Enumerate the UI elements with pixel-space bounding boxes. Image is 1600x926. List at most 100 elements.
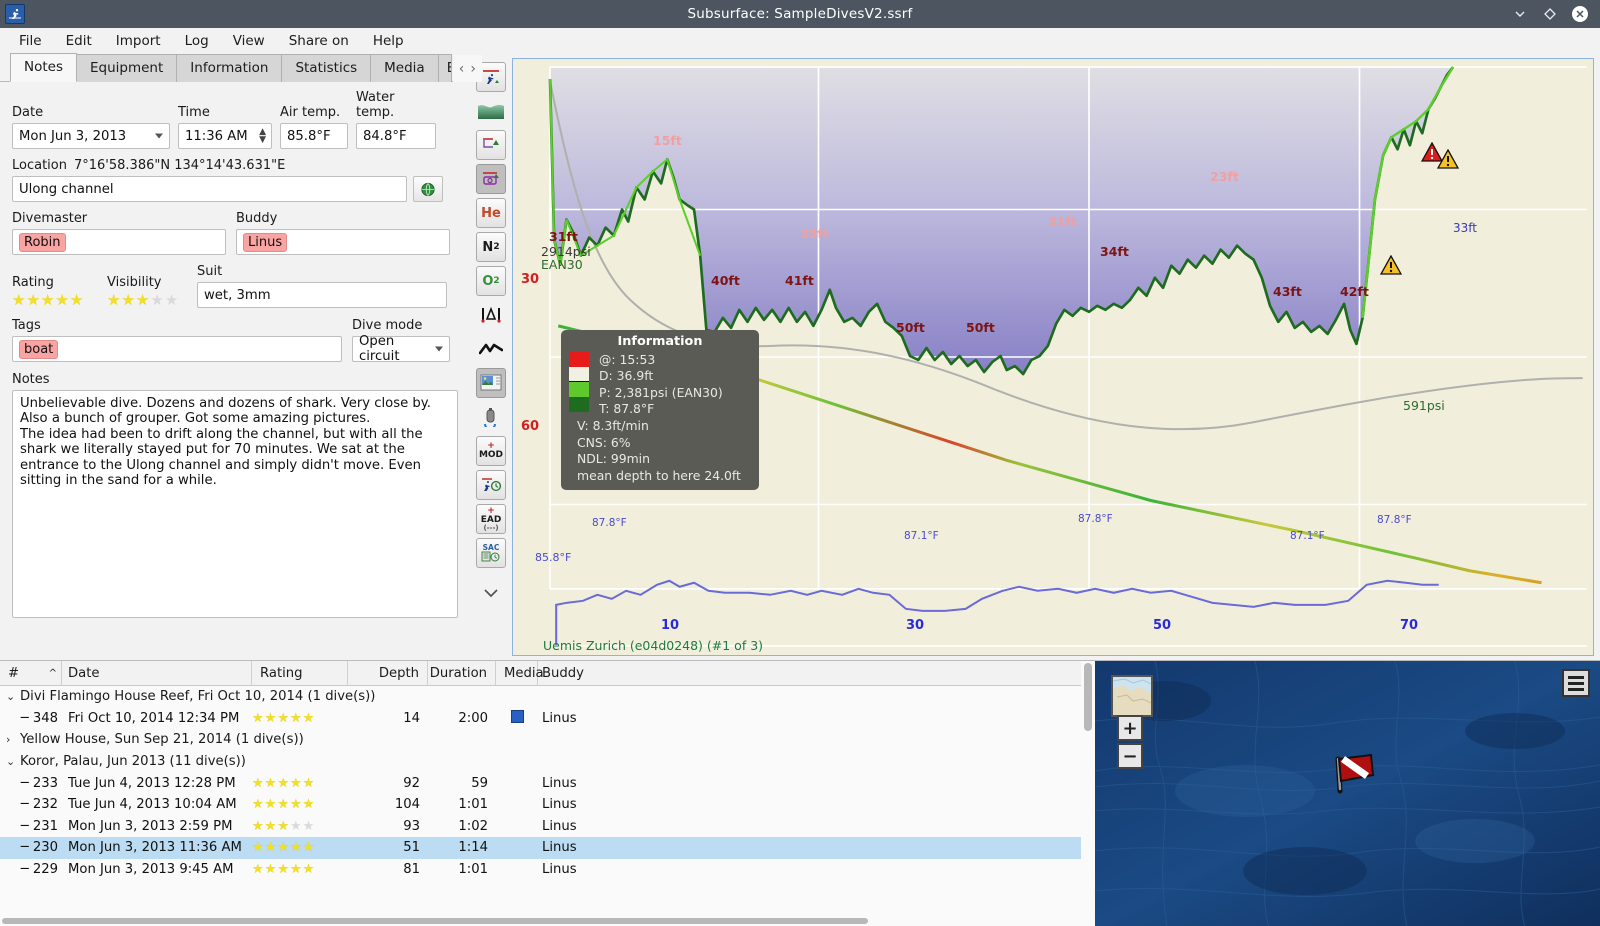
menu-log[interactable]: Log <box>184 32 209 49</box>
show-tankbar-icon[interactable] <box>476 402 506 432</box>
dive-list-row[interactable]: ─ 232 Tue Jun 4, 2013 10:04 AM ★★★★★ 104 1:0… <box>0 794 1095 816</box>
suit-input[interactable]: wet, 3mm <box>197 282 447 308</box>
mod-icon[interactable]: + MOD <box>476 436 506 466</box>
tab-extra[interactable]: E <box>437 54 452 82</box>
star-2[interactable]: ★ <box>264 797 278 813</box>
star-2[interactable]: ★ <box>264 840 278 856</box>
map-zoom-out-button[interactable]: − <box>1117 743 1143 769</box>
rating-stars[interactable]: ★★★★★ <box>12 293 107 308</box>
star-3[interactable]: ★ <box>277 710 290 726</box>
star-2[interactable]: ★ <box>264 862 278 878</box>
tags-input[interactable]: boat <box>12 336 342 362</box>
col-header-media[interactable]: Media <box>496 661 544 685</box>
time-field[interactable]: 11:36 AM ▲ ▼ <box>178 123 272 149</box>
star-5[interactable]: ★ <box>302 862 316 878</box>
col-header-buddy[interactable]: Buddy <box>542 665 584 681</box>
star-3[interactable]: ★ <box>135 291 151 309</box>
col-header-number[interactable]: # ^ <box>0 661 62 685</box>
star-4[interactable]: ★ <box>289 840 303 856</box>
star-5[interactable]: ★ <box>302 775 316 791</box>
star-1[interactable]: ★ <box>252 862 265 878</box>
show-photos-icon[interactable] <box>476 368 506 398</box>
star-3[interactable]: ★ <box>277 818 290 834</box>
star-4[interactable]: ★ <box>289 862 303 878</box>
star-3[interactable]: ★ <box>277 775 290 791</box>
star-4[interactable]: ★ <box>289 797 303 813</box>
twisty-expanded-icon[interactable]: ⌄ <box>6 690 16 704</box>
dive-mode-select[interactable]: Open circuit <box>352 334 450 364</box>
dive-trip-group[interactable]: ⌄ Koror, Palau, Jun 2013 (11 dive(s)) <box>0 751 1095 773</box>
star-5[interactable]: ★ <box>302 710 316 726</box>
star-3[interactable]: ★ <box>277 862 290 878</box>
star-2[interactable]: ★ <box>264 818 278 834</box>
date-field[interactable]: Mon Jun 3, 2013 <box>12 123 170 149</box>
star-1[interactable]: ★ <box>107 291 122 309</box>
menu-import[interactable]: Import <box>115 32 161 49</box>
map-overview-icon[interactable] <box>1111 675 1153 717</box>
hscrollbar-thumb[interactable] <box>2 918 868 924</box>
dive-list-hscrollbar[interactable] <box>0 916 1081 926</box>
star-4[interactable]: ★ <box>289 775 303 791</box>
helium-partial-pressure-icon[interactable]: He <box>476 198 506 228</box>
star-1[interactable]: ★ <box>252 818 265 834</box>
star-1[interactable]: ★ <box>252 840 265 856</box>
star-5[interactable]: ★ <box>302 840 316 856</box>
vscrollbar-thumb[interactable] <box>1084 663 1092 731</box>
show-dc-reported-ceiling-icon[interactable] <box>476 130 506 160</box>
dive-list-row[interactable]: ─ 229 Mon Jun 3, 2013 9:45 AM ★★★★★ 81 1:01 L… <box>0 859 1095 881</box>
star-1[interactable]: ★ <box>252 710 265 726</box>
star-2[interactable]: ★ <box>26 291 41 309</box>
star-1[interactable]: ★ <box>252 775 265 791</box>
maximize-diamond-icon[interactable] <box>1542 6 1558 22</box>
star-1[interactable]: ★ <box>12 291 27 309</box>
divemaster-input[interactable]: Robin <box>12 229 226 255</box>
water-temp-field[interactable]: 84.8°F <box>356 123 436 149</box>
star-4[interactable]: ★ <box>55 291 70 309</box>
dive-list-row[interactable]: ─ 231 Mon Jun 3, 2013 2:59 PM ★★★★★ 93 1:02 L… <box>0 816 1095 838</box>
map-zoom-in-button[interactable]: + <box>1117 715 1143 741</box>
star-3[interactable]: ★ <box>40 291 56 309</box>
tab-media[interactable]: Media <box>370 54 439 82</box>
star-5[interactable]: ★ <box>69 291 85 309</box>
col-header-duration[interactable]: Duration <box>428 661 496 685</box>
minimize-chevron-down-icon[interactable] <box>1512 6 1528 22</box>
star-1[interactable]: ★ <box>252 797 265 813</box>
spinner-icon[interactable]: ▲ ▼ <box>259 127 266 145</box>
star-3[interactable]: ★ <box>277 840 290 856</box>
tab-prev-chevron-left-icon[interactable]: ‹ <box>458 60 465 77</box>
dive-list-row[interactable]: ─ 233 Tue Jun 4, 2013 12:28 PM ★★★★★ 92 59 Li… <box>0 772 1095 794</box>
air-temp-field[interactable]: 85.8°F <box>280 123 348 149</box>
dive-list-row[interactable]: ─ 230 Mon Jun 3, 2013 11:36 AM ★★★★★ 51 1:14… <box>0 837 1095 859</box>
star-3[interactable]: ★ <box>277 797 290 813</box>
visibility-stars[interactable]: ★★★★★ <box>107 293 197 308</box>
heart-rate-icon[interactable] <box>476 334 506 364</box>
globe-icon-button[interactable] <box>413 176 443 202</box>
menu-help[interactable]: Help <box>372 32 404 49</box>
more-options-chevron-down-icon[interactable] <box>476 578 506 608</box>
tab-notes[interactable]: Notes <box>10 53 77 82</box>
notes-textarea[interactable]: Unbelievable dive. Dozens and dozens of … <box>12 390 458 618</box>
dive-trip-group[interactable]: › Yellow House, Sun Sep 21, 2014 (1 dive(… <box>0 729 1095 751</box>
twisty-expanded-icon[interactable]: ⌄ <box>6 755 16 769</box>
star-5[interactable]: ★ <box>164 291 180 309</box>
star-5[interactable]: ★ <box>302 797 316 813</box>
col-header-date[interactable]: Date <box>62 661 252 685</box>
heatmap-icon[interactable] <box>476 96 506 126</box>
menu-view[interactable]: View <box>232 32 265 49</box>
dive-profile-chart[interactable]: 30 60 10 30 50 70 31ft 15ft 40ft 35ft 41… <box>512 58 1594 656</box>
ndl-tts-icon[interactable] <box>476 470 506 500</box>
close-icon[interactable] <box>1572 6 1588 22</box>
media-icon[interactable] <box>510 709 524 723</box>
tab-information[interactable]: Information <box>176 54 283 82</box>
dive-flag-marker-icon[interactable] <box>1327 743 1383 803</box>
col-header-rating[interactable]: Rating <box>252 661 348 685</box>
star-2[interactable]: ★ <box>121 291 136 309</box>
show-calculated-ceiling-icon[interactable] <box>476 164 506 194</box>
star-4[interactable]: ★ <box>289 818 303 834</box>
menu-edit[interactable]: Edit <box>65 32 92 49</box>
menu-share-on[interactable]: Share on <box>288 32 349 49</box>
map-menu-hamburger-icon[interactable] <box>1562 669 1590 697</box>
location-input[interactable]: Ulong channel <box>12 176 407 202</box>
